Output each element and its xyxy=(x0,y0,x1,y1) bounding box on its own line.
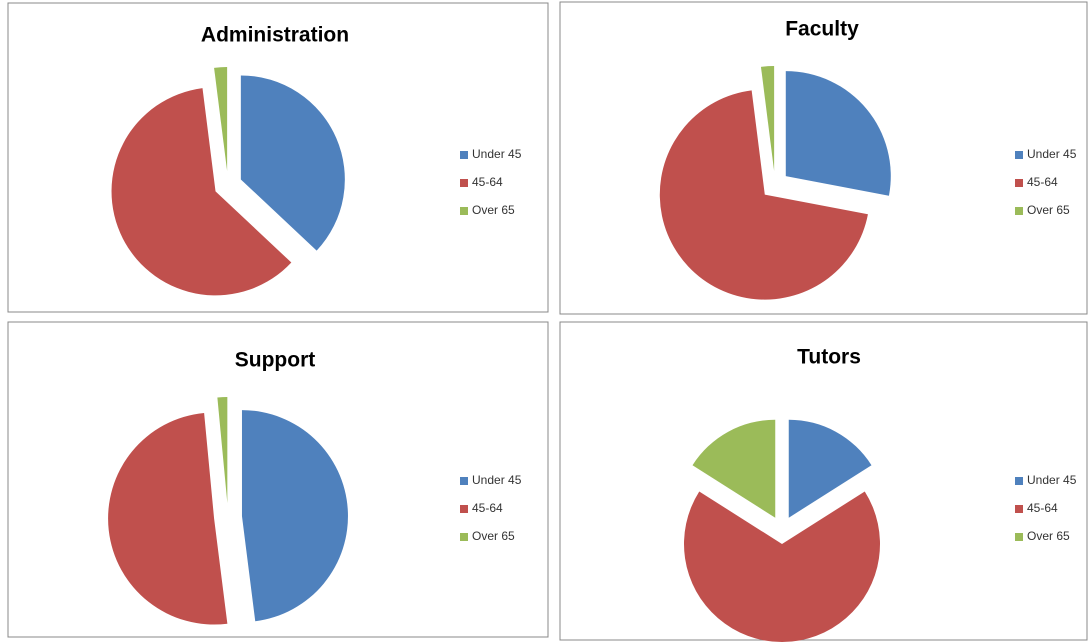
pie-slice xyxy=(785,71,891,196)
chart-title: Tutors xyxy=(797,346,861,369)
legend-label: Over 65 xyxy=(472,203,515,217)
pie-slice xyxy=(240,75,345,251)
legend-swatch xyxy=(460,151,468,159)
pie-slice xyxy=(217,397,228,504)
chart: Tutors Under 45 45-64 Over 65 xyxy=(559,321,1088,642)
pie-slice xyxy=(760,66,775,172)
chart: Administration Under 45 45-64 Over 65 xyxy=(7,2,549,313)
legend-swatch xyxy=(460,207,468,215)
legend-swatch xyxy=(1015,533,1023,541)
chart: Faculty Under 45 45-64 Over 65 xyxy=(559,1,1088,315)
chart: Support Under 45 45-64 Over 65 xyxy=(7,321,549,638)
legend-swatch xyxy=(1015,151,1023,159)
legend-swatch xyxy=(460,477,468,485)
legend-swatch xyxy=(1015,207,1023,215)
legend-swatch xyxy=(460,533,468,541)
legend-label: Over 65 xyxy=(472,529,515,543)
legend-label: 45-64 xyxy=(472,501,503,515)
legend-label: Under 45 xyxy=(472,473,522,487)
legend-label: Over 65 xyxy=(1027,529,1070,543)
legend-swatch xyxy=(1015,477,1023,485)
pie-slice xyxy=(108,413,228,625)
pie-slice xyxy=(659,90,868,300)
pie-slice xyxy=(692,419,776,518)
pie-slice xyxy=(788,419,872,518)
legend-label: Over 65 xyxy=(1027,203,1070,217)
chart-title: Faculty xyxy=(785,18,859,41)
legend-swatch xyxy=(460,179,468,187)
legend-label: Under 45 xyxy=(1027,147,1077,161)
legend-swatch xyxy=(1015,505,1023,513)
chart-title: Administration xyxy=(201,24,349,47)
legend-swatch xyxy=(1015,179,1023,187)
legend-label: 45-64 xyxy=(1027,175,1058,189)
pie-slice xyxy=(683,491,880,642)
pie-slice xyxy=(111,88,292,296)
pie-slice xyxy=(241,410,348,622)
legend-label: Under 45 xyxy=(472,147,522,161)
legend-label: 45-64 xyxy=(472,175,503,189)
legend-label: 45-64 xyxy=(1027,501,1058,515)
pie-slice xyxy=(214,67,228,172)
legend-swatch xyxy=(460,505,468,513)
legend-label: Under 45 xyxy=(1027,473,1077,487)
chart-title: Support xyxy=(235,349,315,372)
